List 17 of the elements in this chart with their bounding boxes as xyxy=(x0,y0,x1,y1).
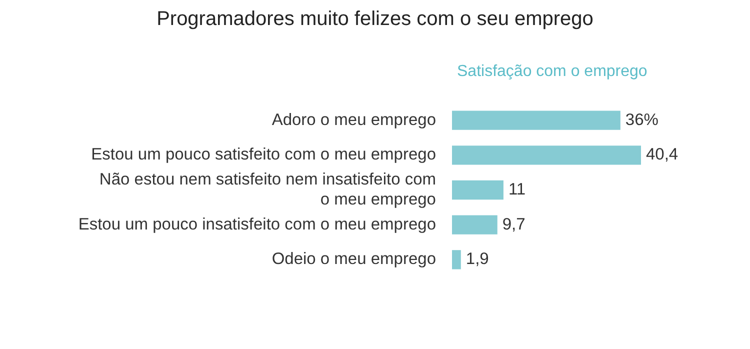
chart-subtitle: Satisfação com o emprego xyxy=(457,63,648,81)
data-label: 9,7 xyxy=(502,215,526,234)
y-tick-label: Estou um pouco insatisfeito com o meu emprego xyxy=(78,215,436,234)
y-tick-label: Adoro o meu emprego xyxy=(272,110,436,129)
bar xyxy=(452,110,620,130)
bar xyxy=(452,180,504,200)
bar xyxy=(452,146,641,165)
bar xyxy=(452,250,461,270)
y-tick-label: Estou um pouco satisfeito com o meu emprego xyxy=(91,146,436,164)
bar xyxy=(452,215,498,234)
y-tick-label: Não estou nem satisfeito nem insatisfeito com o meu emprego xyxy=(99,170,436,208)
data-label: 36% xyxy=(625,110,659,129)
data-label: 11 xyxy=(508,180,526,199)
chart-title: Programadores muito felizes com o seu emprego xyxy=(156,8,594,31)
data-label: 1,9 xyxy=(466,250,489,268)
data-label: 40,4 xyxy=(646,146,678,164)
y-tick-label: Odeio o meu emprego xyxy=(272,250,436,268)
